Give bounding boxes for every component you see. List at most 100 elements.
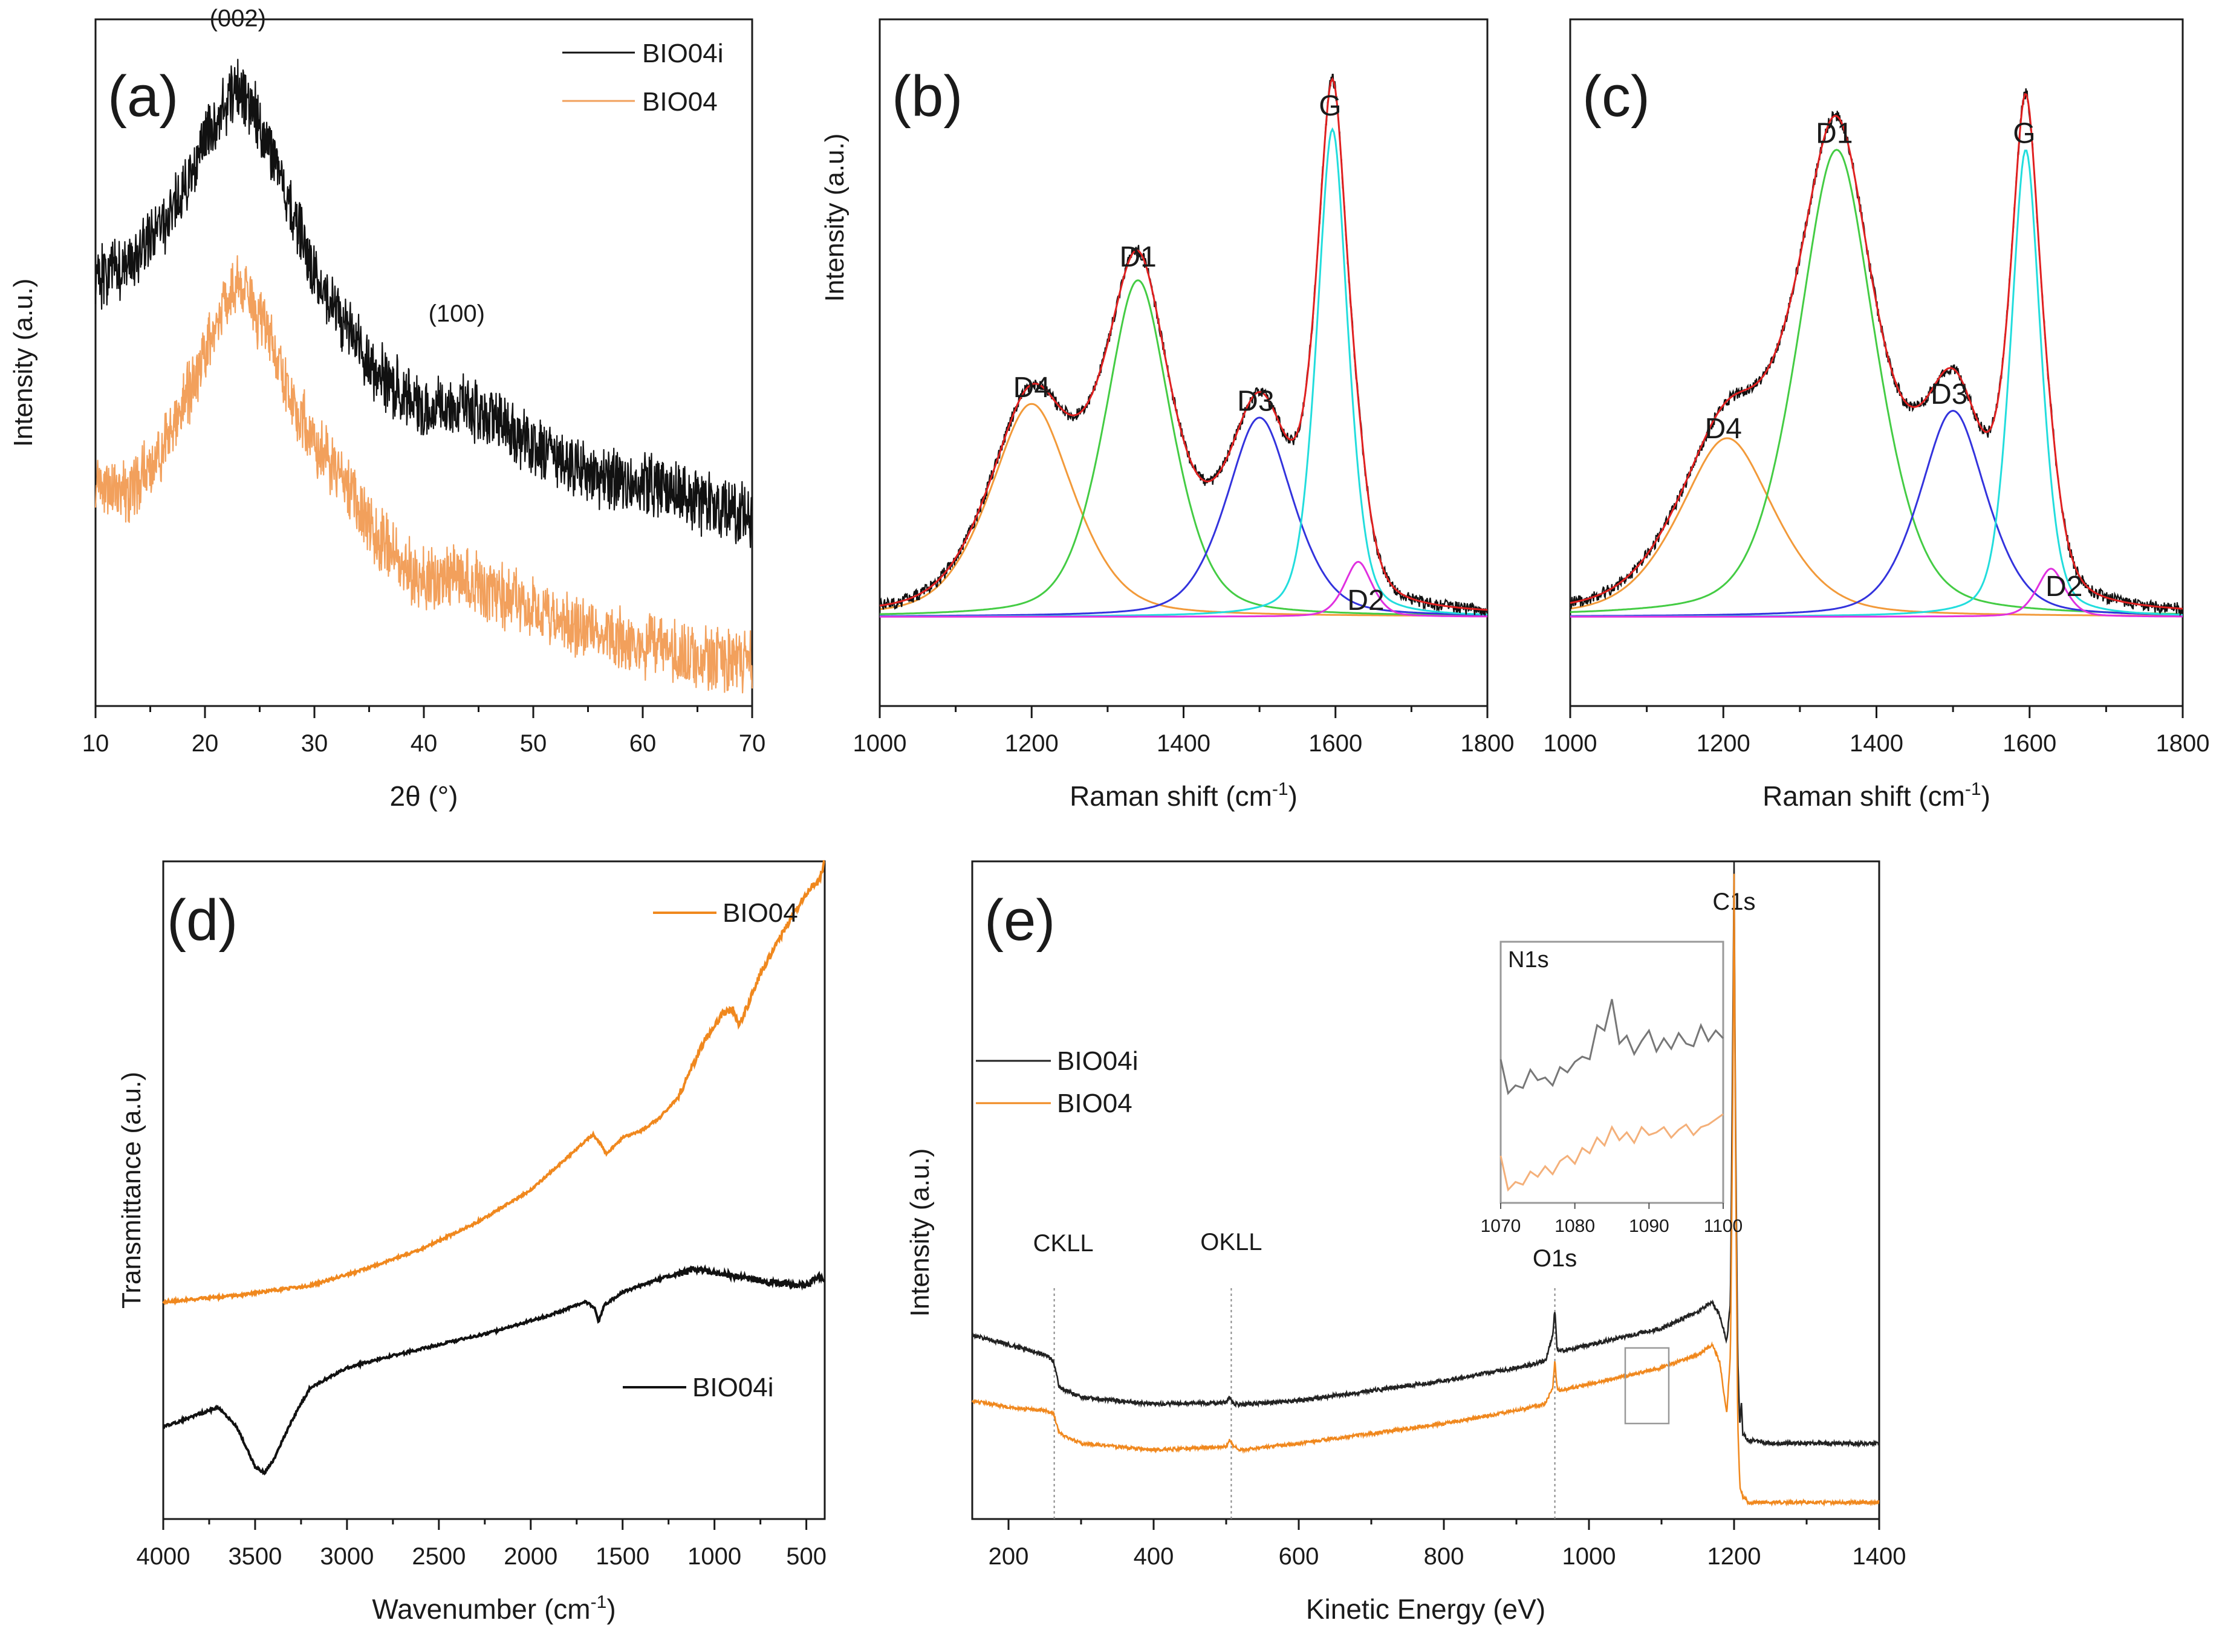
x-tick-label: 1500 — [596, 1543, 649, 1570]
fit-peak-d1 — [1570, 149, 2183, 615]
x-axis-label-superscript: -1 — [1272, 779, 1288, 799]
plot-frame — [162, 860, 826, 1520]
plot-frame — [94, 18, 753, 707]
panel-label: (e) — [984, 888, 1055, 953]
x-tick-label: 3500 — [228, 1543, 282, 1570]
panel-e: 200 400 600 800 1000 1200 1400 Kinetic Energy (… — [905, 860, 1906, 1625]
x-tick-label: 400 — [1134, 1543, 1174, 1570]
x-axis-label: Raman shift (cm-1) — [1762, 779, 1990, 812]
y-axis-label: Intensity (a.u.) — [8, 279, 38, 447]
inset-label: N1s — [1508, 947, 1549, 973]
x-tick-label: 50 — [520, 730, 547, 757]
series-line-bio04i — [971, 861, 1880, 1448]
panel-a: 10 20 30 40 50 60 70 2θ (°) Intensity (a.u.) (002… — [8, 5, 765, 812]
x-tick-label: 1800 — [2156, 730, 2210, 757]
x-tick-label: 1000 — [853, 730, 907, 757]
panel-label: (c) — [1582, 64, 1650, 129]
fit-peak-g — [1570, 149, 2183, 618]
panel-b: 1000 1200 1400 1600 1800 Raman shift (cm-1) In… — [820, 18, 1515, 812]
series-line-bio04i — [162, 1264, 826, 1476]
x-axis-label: Wavenumber (cm-1) — [372, 1592, 616, 1625]
x-axis-label-text: Raman shift (cm — [1762, 780, 1965, 812]
peak-annotation: (100) — [429, 300, 485, 327]
x-tick-label: 1400 — [1157, 730, 1210, 757]
fit-peak-d2 — [880, 560, 1487, 618]
series-line-bio04i — [94, 59, 753, 548]
x-tick-label: 800 — [1424, 1543, 1464, 1570]
legend-label: BIO04 — [642, 87, 718, 117]
x-tick-label: 2500 — [412, 1543, 466, 1570]
peak-annotation: (002) — [210, 5, 266, 31]
peak-label: D3 — [1931, 378, 1967, 410]
x-tick-label: 4000 — [137, 1543, 190, 1570]
y-axis-label: Intensity (a.u.) — [905, 1148, 935, 1317]
fit-peak-d4 — [879, 403, 1487, 617]
x-tick-label: 1400 — [1850, 730, 1903, 757]
x-tick-label: 600 — [1279, 1543, 1319, 1570]
peak-label: G — [1319, 90, 1341, 122]
x-axis-label-text: Wavenumber (cm — [372, 1593, 590, 1625]
peak-label: OKLL — [1200, 1229, 1262, 1255]
x-tick-label: 1200 — [1005, 730, 1059, 757]
peak-label: D2 — [1347, 585, 1384, 617]
x-axis-label-suffix: ) — [606, 1593, 616, 1625]
series-line-bio04 — [971, 873, 1880, 1507]
x-tick-label: 3000 — [320, 1543, 374, 1570]
x-tick-label: 60 — [629, 730, 657, 757]
x-axis-label-suffix: ) — [1981, 780, 1990, 812]
panel-d: 4000 3500 3000 2500 2000 1500 1000 500 Wavenumbe… — [117, 860, 827, 1625]
peak-label: D3 — [1237, 386, 1274, 418]
x-tick-label: 10 — [82, 730, 109, 757]
x-tick-label: 1600 — [1308, 730, 1362, 757]
series-line-bio04 — [94, 255, 753, 694]
experimental-spectrum — [1570, 88, 2184, 617]
peak-label: D1 — [1816, 117, 1853, 149]
n1s-region-box — [1624, 1347, 1670, 1425]
fit-peak-d3 — [880, 416, 1488, 617]
x-axis-label-text: Kinetic Energy (eV) — [1306, 1593, 1545, 1625]
experimental-spectrum — [879, 74, 1489, 616]
peak-label: D4 — [1013, 372, 1050, 404]
inset-x-tick-label: 1100 — [1704, 1216, 1743, 1236]
peak-label: O1s — [1533, 1245, 1577, 1272]
panel-label: (b) — [892, 64, 963, 129]
plot-frame — [971, 860, 1880, 1520]
legend-label: BIO04i — [692, 1373, 774, 1402]
legend-label: BIO04 — [723, 898, 798, 928]
legend-label: BIO04 — [1057, 1089, 1132, 1118]
x-tick-label: 200 — [989, 1543, 1029, 1570]
x-tick-label: 1000 — [1544, 730, 1597, 757]
x-tick-label: 1000 — [1562, 1543, 1616, 1570]
peak-label: CKLL — [1033, 1230, 1094, 1257]
x-tick-label: 1800 — [1461, 730, 1515, 757]
inset-x-tick-label: 1090 — [1629, 1216, 1669, 1236]
x-tick-label: 70 — [739, 730, 766, 757]
cumulative-fit — [1570, 92, 2183, 610]
x-axis-label: 2θ (°) — [390, 780, 458, 812]
y-axis-label: Transmittance (a.u.) — [117, 1072, 146, 1309]
x-axis-label: Raman shift (cm-1) — [1070, 779, 1298, 812]
peak-label: D4 — [1705, 413, 1742, 445]
inset-x-tick-label: 1070 — [1481, 1216, 1521, 1236]
peak-label: D2 — [2045, 571, 2082, 603]
plot-frame — [1569, 18, 2184, 707]
x-tick-label: 20 — [192, 730, 219, 757]
x-axis-label-superscript: -1 — [591, 1592, 607, 1612]
x-tick-label: 1000 — [687, 1543, 741, 1570]
x-axis-label: Kinetic Energy (eV) — [1306, 1593, 1545, 1625]
x-tick-label: 30 — [301, 730, 328, 757]
inset-frame — [1499, 941, 1724, 1204]
inset-x-tick-label: 1080 — [1554, 1216, 1595, 1236]
legend-label: BIO04i — [1057, 1046, 1139, 1076]
x-tick-label: 1200 — [1707, 1543, 1761, 1570]
x-axis-label-text: 2θ (°) — [390, 780, 458, 812]
series-line-bio04 — [162, 860, 825, 1306]
x-tick-label: 1200 — [1697, 730, 1750, 757]
legend-label: BIO04i — [642, 39, 724, 68]
panel-label: (d) — [167, 888, 238, 953]
x-tick-label: 40 — [411, 730, 438, 757]
inset-series-bio04 — [1499, 1113, 1724, 1192]
x-axis-label-superscript: -1 — [1965, 779, 1981, 799]
peak-label: D1 — [1119, 241, 1156, 273]
